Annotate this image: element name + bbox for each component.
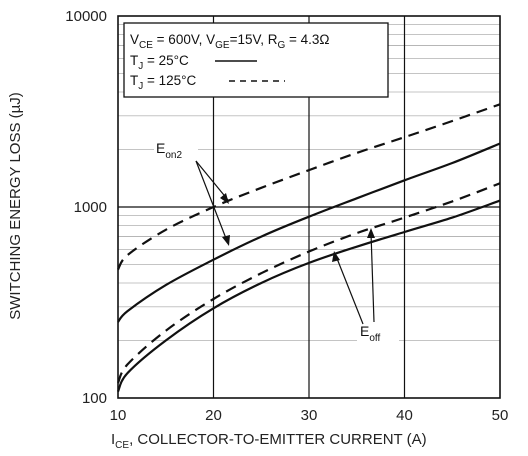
arrow-eon2-a	[195, 160, 229, 201]
arrowhead-eon2-a	[220, 193, 229, 204]
y-axis-label: SWITCHING ENERGY LOSS (µJ)	[7, 92, 24, 320]
y-tick-labels: 100 1000 10000	[65, 8, 107, 407]
data-series	[116, 103, 501, 393]
arrow-eon2-b	[195, 160, 228, 242]
arrow-eoff-b	[370, 232, 375, 323]
x-tick-label: 50	[492, 407, 509, 424]
arrowhead-eoff-b	[367, 228, 375, 238]
plot-frame	[117, 15, 501, 399]
arrowhead-eon2-b	[222, 235, 230, 246]
x-tick-label: 20	[205, 407, 222, 424]
x-axis-label: ICE, COLLECTOR-TO-EMITTER CURRENT (A)	[111, 431, 427, 451]
x-tick-label: 40	[396, 407, 413, 424]
legend-box	[123, 22, 389, 98]
annotation-eon2-label: Eon2	[156, 140, 182, 161]
legend-conditions: VCE = 600V, VGE=15V, RG = 4.3Ω	[130, 32, 330, 51]
y-tick-label: 1000	[74, 199, 107, 216]
series-line-eon2-125c	[117, 103, 501, 271]
annotation-eon2-bg	[154, 138, 198, 162]
annotation-eon2: Eon2	[154, 138, 230, 246]
annotation-eoff-bg	[357, 318, 399, 348]
series-line-eoff-125c	[116, 182, 501, 384]
arrowhead-eoff-a	[332, 251, 340, 262]
y-tick-label: 100	[82, 390, 107, 407]
arrow-eoff-a	[335, 255, 364, 325]
y-tick-label: 10000	[65, 8, 107, 25]
x-tick-label: 10	[110, 407, 127, 424]
legend: VCE = 600V, VGE=15V, RG = 4.3Ω TJ = 25°C…	[123, 22, 389, 98]
legend-entry-25c: TJ = 25°C	[130, 53, 189, 72]
annotation-eoff: Eoff	[332, 228, 399, 348]
x-tick-labels: 10 20 30 40 50	[110, 407, 509, 424]
series-line-eoff-25c	[116, 199, 501, 393]
series-line-eon2-25c	[117, 142, 501, 323]
x-tick-label: 30	[301, 407, 318, 424]
legend-entry-125c: TJ = 125°C	[130, 73, 197, 92]
annotation-eoff-label: Eoff	[360, 323, 381, 344]
